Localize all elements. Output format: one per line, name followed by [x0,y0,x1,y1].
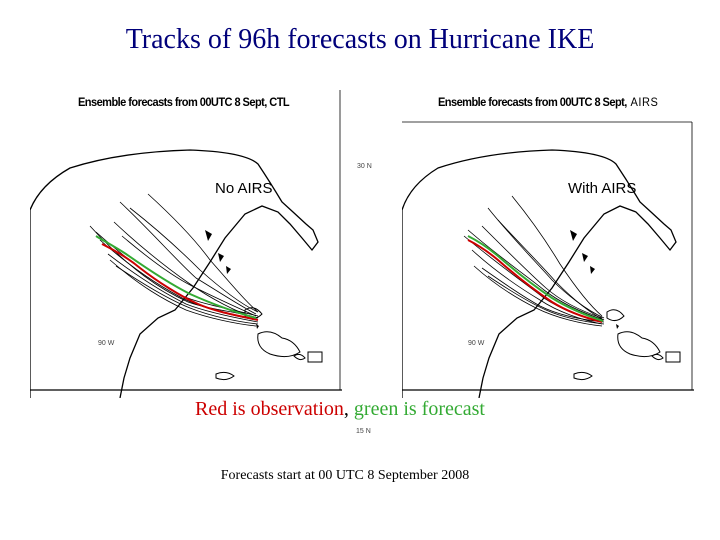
legend-caption: Red is observation, green is forecast [0,398,680,421]
island [570,230,577,241]
latitude-label-bottom: 15 N [356,428,371,435]
map-with-airs [402,121,694,398]
panel-header-text: Ensemble forecasts from 00UTC 8 Sept, [438,95,627,109]
footer-note: Forecasts start at 00 UTC 8 September 20… [220,468,470,483]
panel-tag-with-airs: With AIRS [568,180,637,197]
ensemble-tracks [463,195,605,327]
island [651,353,664,361]
panel-header-text: Ensemble forecasts from 00UTC 8 Sept, CT… [78,95,290,109]
island [307,351,323,363]
latitude-label-top: 30 N [357,163,372,170]
forecast-track [467,235,604,322]
caption-observation: Red is observation [195,398,344,420]
island [205,230,212,241]
island [215,371,235,381]
map-panel-with-airs: Ensemble forecasts from 00UTC 8 Sept, AIR… [402,90,694,398]
longitude-label: 90 W [98,340,115,347]
map-panel-no-airs: Ensemble forecasts from 00UTC 8 Sept, CT… [30,90,342,398]
island [226,266,231,274]
island [617,331,661,358]
observed-track [101,243,259,321]
slide-title: Tracks of 96h forecasts on Hurricane IKE [125,24,595,55]
island [665,351,681,363]
forecast-track [95,235,257,319]
coastline [402,149,677,398]
observed-track [467,239,603,323]
island [590,266,595,274]
panel-header-suffix: AIRS [630,95,659,109]
coastline [30,149,319,398]
panel-tag-no-airs: No AIRS [215,180,273,197]
longitude-label: 90 W [468,340,485,347]
caption-forecast: green is forecast [353,398,485,420]
island [293,353,306,361]
island [616,324,619,329]
ensemble-tracks [89,193,259,327]
island [606,309,625,322]
caption-separator: , [343,398,354,420]
island [257,331,301,358]
island [582,253,588,262]
map-no-airs [30,90,342,398]
panel-header: Ensemble forecasts from 00UTC 8 Sept, CT… [78,95,293,109]
island [218,253,224,262]
panel-header: Ensemble forecasts from 00UTC 8 Sept, AIR… [438,95,658,109]
island [573,371,593,381]
island [256,324,259,329]
